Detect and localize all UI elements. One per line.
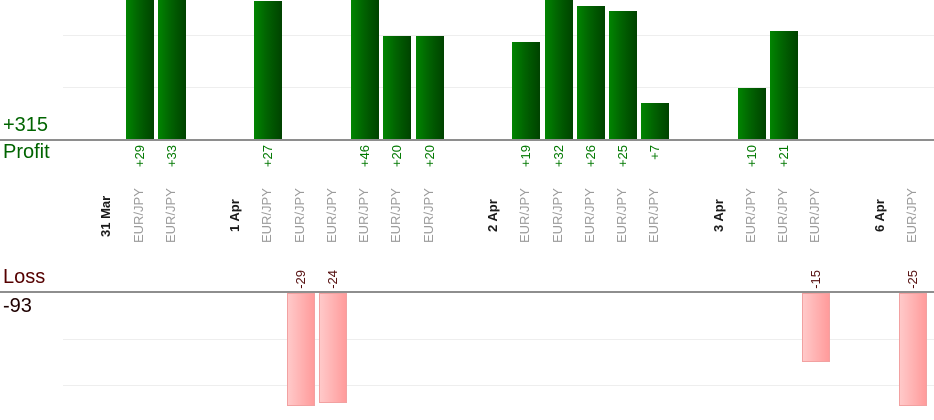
profit-bar (608, 10, 637, 139)
profit-gridline (63, 35, 934, 37)
profit-value-label: +33 (163, 145, 179, 168)
x-axis-date-label: 31 Mar (98, 195, 114, 237)
x-axis-date-label: 3 Apr (710, 199, 726, 233)
x-axis-symbol-label: EUR/JPY (807, 188, 823, 244)
profit-bar (383, 36, 412, 139)
loss-axis-line (0, 291, 934, 293)
profit-value-label: +10 (743, 145, 759, 168)
loss-value-label: -25 (905, 270, 921, 289)
loss-value-label: -29 (292, 270, 308, 289)
loss-bar (802, 293, 831, 362)
profit-bar (641, 103, 670, 139)
profit-bar (351, 0, 380, 139)
profit-value-label: +46 (357, 145, 373, 168)
profit-bar (254, 0, 283, 139)
x-axis-date-label: 1 Apr (227, 199, 243, 233)
profit-value-label: +32 (550, 145, 566, 168)
x-axis-symbol-label: EUR/JPY (356, 188, 372, 244)
x-axis-date-label: 6 Apr (871, 199, 887, 233)
profit-value-label: +26 (582, 145, 598, 168)
profit-bar (544, 0, 573, 139)
profit-value-label: +20 (421, 145, 437, 168)
x-axis-symbol-label: EUR/JPY (904, 188, 920, 244)
x-axis-symbol-label: EUR/JPY (517, 188, 533, 244)
x-axis-symbol-label: EUR/JPY (420, 188, 436, 244)
loss-bar (318, 293, 347, 404)
profit-value-label: +29 (131, 145, 147, 168)
profit-value-label: +7 (647, 145, 663, 160)
loss-bar (286, 293, 315, 406)
x-axis-symbol-label: EUR/JPY (775, 188, 791, 244)
profit-bar (770, 31, 799, 139)
profit-value-label: +19 (518, 145, 534, 168)
x-axis-symbol-label: EUR/JPY (130, 188, 146, 244)
loss-gridline (63, 339, 934, 340)
loss-value-label: -15 (808, 270, 824, 289)
loss-total: -93 (3, 295, 32, 317)
loss-value-label: -24 (324, 270, 340, 289)
profit-bar (157, 0, 186, 139)
profit-axis-label: Profit (3, 141, 50, 163)
loss-plot-area (0, 293, 934, 407)
x-axis-symbol-label: EUR/JPY (646, 188, 662, 244)
x-axis-symbol-label: EUR/JPY (549, 188, 565, 244)
x-axis-symbol-label: EUR/JPY (581, 188, 597, 244)
profit-bar (576, 5, 605, 139)
x-axis-symbol-label: EUR/JPY (259, 188, 275, 244)
x-axis-symbol-label: EUR/JPY (291, 188, 307, 244)
profit-value-label: +25 (614, 145, 630, 168)
loss-bar (899, 293, 928, 406)
x-axis-symbol-label: EUR/JPY (162, 188, 178, 244)
x-axis-symbol-label: EUR/JPY (323, 188, 339, 244)
profit-plot-area (0, 0, 934, 139)
profit-bar (512, 41, 541, 139)
loss-gridline (63, 385, 934, 386)
profit-bar (125, 0, 154, 139)
loss-axis-label: Loss (3, 266, 46, 288)
profit-value-label: +20 (389, 145, 405, 168)
profit-total: +315 (3, 114, 49, 136)
profit-value-label: +27 (260, 145, 276, 168)
profit-axis-line (0, 139, 934, 141)
x-axis-symbol-label: EUR/JPY (742, 188, 758, 244)
x-axis-date-label: 2 Apr (485, 199, 501, 233)
x-axis-symbol-label: EUR/JPY (613, 188, 629, 244)
x-axis-symbol-label: EUR/JPY (388, 188, 404, 244)
profit-value-label: +21 (776, 145, 792, 168)
profit-bar (415, 36, 444, 139)
profit-gridline (63, 86, 934, 88)
profit-bar (737, 87, 766, 139)
